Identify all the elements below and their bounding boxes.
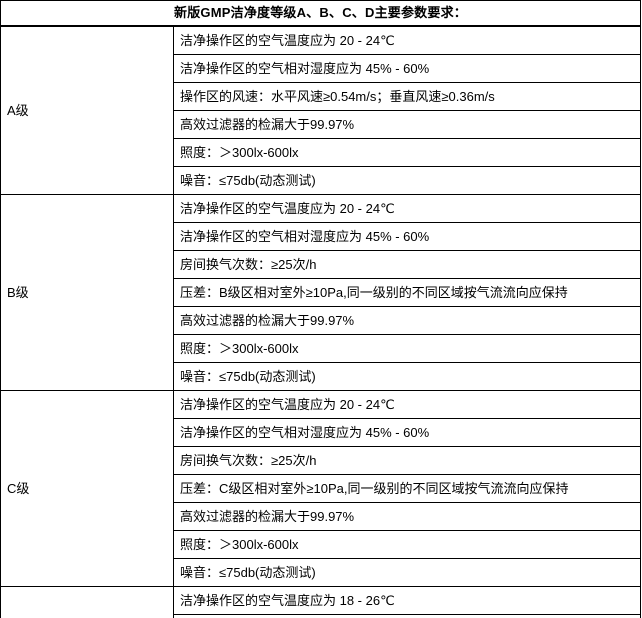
table-row: A级 洁净操作区的空气温度应为 20 - 24℃ <box>0 26 641 195</box>
table-row: 照度：＞300lx-600lx <box>1 530 641 559</box>
parameter-cell: 房间换气次数：≥25次/h <box>173 250 641 279</box>
table-row: 房间换气次数：≥25次/h <box>1 250 641 279</box>
gmp-cleanroom-parameters-table: 新版GMP洁净度等级A、B、C、D主要参数要求： <box>0 0 641 26</box>
parameter-cell: 噪音：≤75db(动态测试) <box>173 558 641 587</box>
table-row: 噪音：≤75db(动态测试) <box>1 166 641 195</box>
table-body: 新版GMP洁净度等级A、B、C、D主要参数要求： <box>0 0 641 26</box>
grade-rows-table: A级 洁净操作区的空气温度应为 20 - 24℃ 洁净操作区的空气相对湿度应为 45… <box>0 26 641 618</box>
table-row: 噪音：≤75db(动态测试) <box>1 362 641 391</box>
parameter-cell: 房间换气次数：≥25次/h <box>173 446 641 475</box>
table-row: 压差：B级区相对室外≥10Pa,同一级别的不同区域按气流流向应保持 <box>1 278 641 307</box>
parameter-cell: 照度：＞300lx-600lx <box>173 334 641 363</box>
parameter-cell: 洁净操作区的空气相对湿度应为 45% - 60% <box>173 614 641 618</box>
grade-label-cell: D级 <box>0 586 174 618</box>
parameter-cell: 压差：C级区相对室外≥10Pa,同一级别的不同区域按气流流向应保持 <box>173 474 641 503</box>
grade-label-cell: B级 <box>0 194 174 391</box>
table-row: 高效过滤器的检漏大于99.97% <box>1 306 641 335</box>
table-row: 洁净操作区的空气相对湿度应为 45% - 60% <box>1 54 641 83</box>
parameter-cell: 高效过滤器的检漏大于99.97% <box>173 502 641 531</box>
parameter-cell: 洁净操作区的空气温度应为 20 - 24℃ <box>173 390 641 419</box>
table-row: 压差：C级区相对室外≥10Pa,同一级别的不同区域按气流流向应保持 <box>1 474 641 503</box>
table-title: 新版GMP洁净度等级A、B、C、D主要参数要求： <box>0 0 641 26</box>
parameter-cell: 噪音：≤75db(动态测试) <box>173 362 641 391</box>
parameter-cell: 洁净操作区的空气温度应为 18 - 26℃ <box>173 586 641 615</box>
parameter-cell: 洁净操作区的空气温度应为 20 - 24℃ <box>173 26 641 55</box>
table-row: 洁净操作区的空气相对湿度应为 45% - 60% <box>1 222 641 251</box>
table-row: 照度：＞300lx-600lx <box>1 334 641 363</box>
table-row: 操作区的风速：水平风速≥0.54m/s；垂直风速≥0.36m/s <box>1 82 641 111</box>
grade-blocks-container: A级 洁净操作区的空气温度应为 20 - 24℃ 洁净操作区的空气相对湿度应为 45… <box>0 26 642 618</box>
parameter-cell: 压差：B级区相对室外≥10Pa,同一级别的不同区域按气流流向应保持 <box>173 278 641 307</box>
grade-label-cell: C级 <box>0 390 174 587</box>
parameter-cell: 高效过滤器的检漏大于99.97% <box>173 306 641 335</box>
parameter-cell: 洁净操作区的空气相对湿度应为 45% - 60% <box>173 418 641 447</box>
table-row: C级 洁净操作区的空气温度应为 20 - 24℃ <box>0 390 641 587</box>
table-row: 洁净操作区的空气相对湿度应为 45% - 60% <box>1 614 641 618</box>
parameter-cell: 洁净操作区的空气温度应为 20 - 24℃ <box>173 194 641 223</box>
parameter-cell: 操作区的风速：水平风速≥0.54m/s；垂直风速≥0.36m/s <box>173 82 641 111</box>
grade-rows-body: A级 洁净操作区的空气温度应为 20 - 24℃ 洁净操作区的空气相对湿度应为 45… <box>0 26 641 618</box>
table-row: D级洁净操作区的空气温度应为 18 - 26℃ <box>0 586 641 618</box>
parameter-cell: 噪音：≤75db(动态测试) <box>173 166 641 195</box>
table-row: 高效过滤器的检漏大于99.97% <box>1 502 641 531</box>
table-row: 照度：＞300lx-600lx <box>1 138 641 167</box>
parameter-cell: 照度：＞300lx-600lx <box>173 138 641 167</box>
table-row: B级 洁净操作区的空气温度应为 20 - 24℃ <box>0 194 641 391</box>
table-title-row: 新版GMP洁净度等级A、B、C、D主要参数要求： <box>0 0 641 26</box>
grade-label-cell: A级 <box>0 26 174 195</box>
parameter-cell: 洁净操作区的空气相对湿度应为 45% - 60% <box>173 222 641 251</box>
parameter-cell: 洁净操作区的空气相对湿度应为 45% - 60% <box>173 54 641 83</box>
parameter-cell: 照度：＞300lx-600lx <box>173 530 641 559</box>
parameter-cell: 高效过滤器的检漏大于99.97% <box>173 110 641 139</box>
